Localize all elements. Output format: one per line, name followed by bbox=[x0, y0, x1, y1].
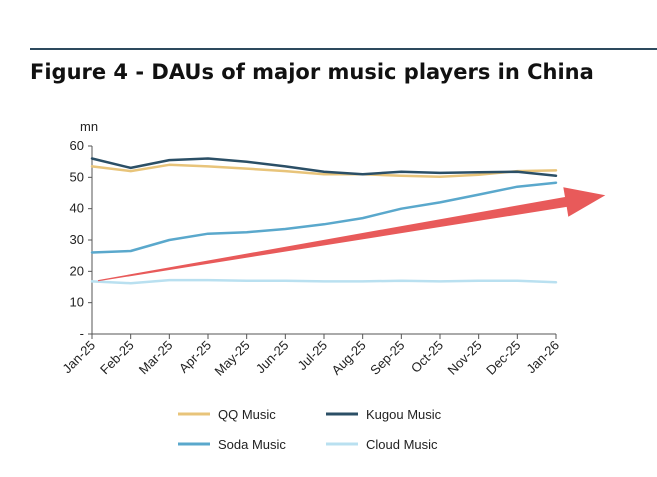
legend-label-kugou-music: Kugou Music bbox=[366, 407, 442, 422]
trend-arrow bbox=[97, 187, 606, 282]
x-tick-label: Jul-25 bbox=[294, 338, 330, 374]
series-line-soda-music bbox=[90, 181, 558, 254]
chart-title: Figure 4 - DAUs of major music players i… bbox=[30, 60, 594, 84]
series-lines bbox=[90, 157, 558, 285]
trend-arrow-shape bbox=[97, 187, 606, 282]
y-tick-label: 20 bbox=[70, 263, 84, 278]
x-tick-label: Jan-25 bbox=[59, 338, 98, 377]
y-tick-label: 40 bbox=[70, 201, 84, 216]
x-tick-label: Aug-25 bbox=[329, 338, 369, 378]
legend-label-cloud-music: Cloud Music bbox=[366, 437, 438, 452]
x-tick-label: May-25 bbox=[212, 338, 253, 379]
x-tick-label: Oct-25 bbox=[408, 338, 446, 376]
series-line-kugou-music bbox=[90, 157, 558, 178]
x-tick-label: Feb-25 bbox=[97, 338, 137, 378]
x-tick-label: Sep-25 bbox=[367, 338, 407, 378]
x-tick-label: Apr-25 bbox=[176, 338, 214, 376]
legend: QQ Music Kugou Music Soda Music Cloud Music bbox=[178, 407, 442, 452]
x-tick-label: Nov-25 bbox=[445, 338, 485, 378]
y-axis: 60 50 40 30 20 10 - bbox=[70, 138, 93, 341]
x-tick-label: Dec-25 bbox=[483, 338, 523, 378]
y-tick-label: 50 bbox=[70, 169, 84, 184]
y-tick-label: - bbox=[80, 326, 84, 341]
x-tick-label: Jan-26 bbox=[523, 338, 562, 377]
y-tick-label: 10 bbox=[70, 295, 84, 310]
y-tick-label: 60 bbox=[70, 138, 84, 153]
series-line-qq-music bbox=[90, 163, 558, 178]
x-tick-label: Jun-25 bbox=[253, 338, 292, 377]
top-rule bbox=[30, 48, 657, 50]
series-line-cloud-music bbox=[90, 278, 558, 285]
x-tick-label: Mar-25 bbox=[136, 338, 176, 378]
y-tick-label: 30 bbox=[70, 232, 84, 247]
legend-label-soda-music: Soda Music bbox=[218, 437, 286, 452]
legend-label-qq-music: QQ Music bbox=[218, 407, 276, 422]
y-axis-unit-label: mn bbox=[80, 119, 98, 134]
